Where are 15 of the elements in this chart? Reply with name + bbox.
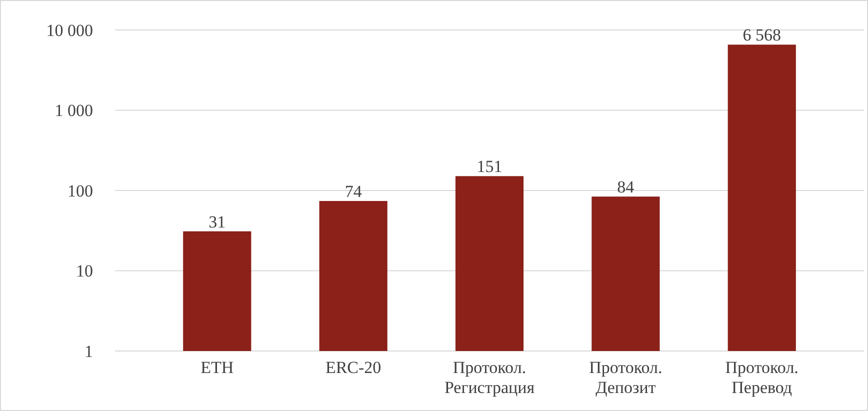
data-label: 84 [617, 178, 635, 197]
y-tick-label: 10 [76, 262, 93, 281]
y-tick-label: 1 000 [54, 101, 93, 120]
x-tick-label: Протокол. Регистрация [444, 358, 535, 397]
x-tick-label: ETH [200, 358, 234, 377]
data-label: 74 [344, 182, 362, 201]
x-tick-label: Протокол. Перевод [725, 358, 798, 397]
x-tick-label: Протокол. Депозит [589, 358, 662, 397]
y-tick-label: 100 [68, 181, 93, 200]
data-label: 6 568 [742, 26, 781, 45]
x-tick-label: ERC-20 [325, 358, 382, 377]
y-tick-label: 1 [84, 342, 93, 361]
data-label: 151 [476, 157, 502, 176]
data-label: 31 [208, 212, 226, 232]
y-tick-label: 10 000 [46, 20, 93, 40]
